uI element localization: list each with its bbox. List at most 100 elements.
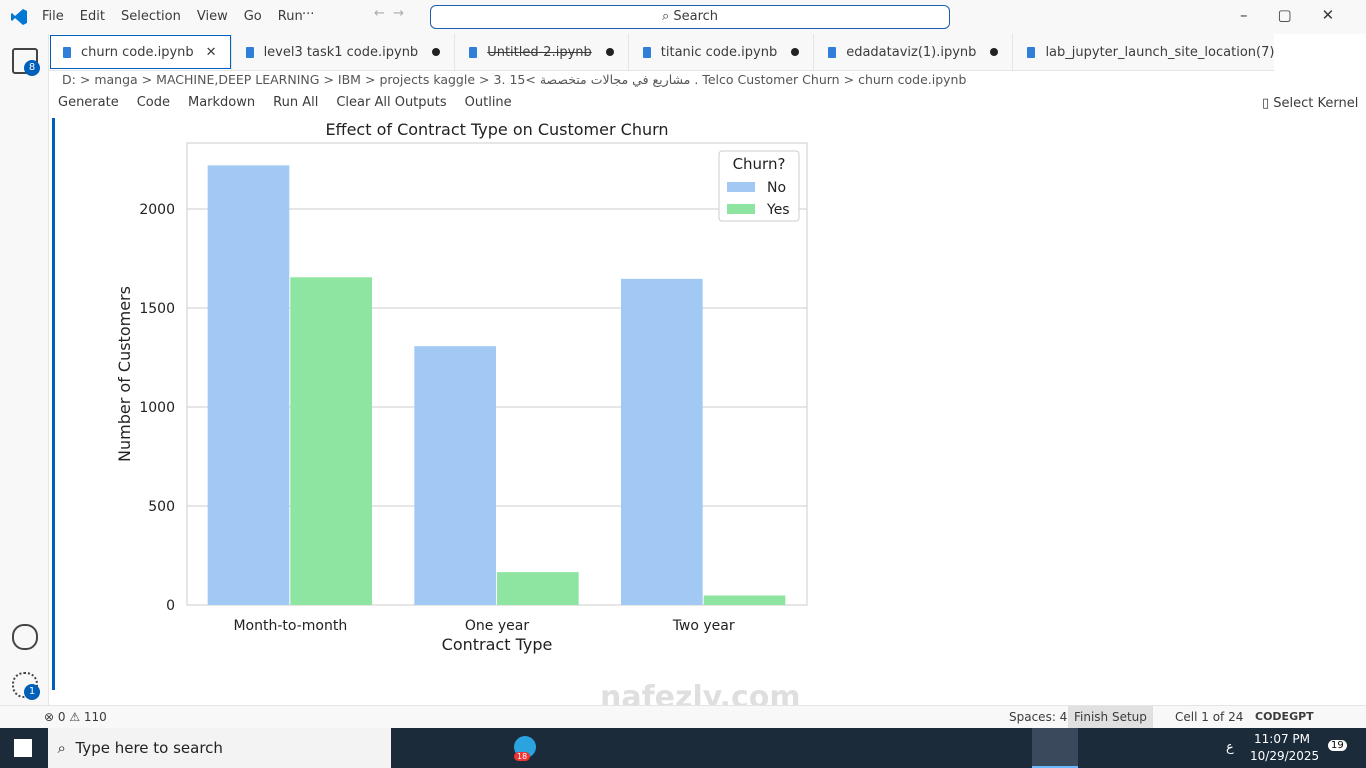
menu-bar: File Edit Selection View Go Run <box>42 9 319 24</box>
telegram-badge: 18 <box>514 752 531 761</box>
notebook-toolbar: Generate Code Markdown Run All Clear All Out… <box>58 95 530 115</box>
legend-label: No <box>767 180 786 196</box>
separator: > <box>525 72 536 87</box>
account-icon[interactable] <box>12 624 38 650</box>
cell-indicator <box>52 118 55 690</box>
tab[interactable]: titanic code.ipynb <box>629 34 815 70</box>
unsaved-dot <box>432 48 441 56</box>
codegpt[interactable]: CODEGPT <box>1255 710 1314 723</box>
chart: Effect of Contract Type on Customer Chur… <box>115 120 808 654</box>
tab-label: edadataviz(1).ipynb <box>846 44 977 60</box>
file-icon <box>642 46 651 58</box>
toolbar-button[interactable]: Markdown <box>188 95 256 110</box>
file-icon <box>245 46 254 58</box>
crumb-item[interactable]: D: <box>62 72 76 87</box>
badge: 1 <box>24 684 40 700</box>
search-placeholder: Type here to search <box>75 739 223 757</box>
separator: > <box>79 72 91 87</box>
unsaved-dot <box>990 48 999 56</box>
tab-label: level3 task1 code.ipynb <box>263 44 419 60</box>
tab-bar: churn code.ipynb ✕ level3 task1 code.ipynb… <box>49 34 1274 71</box>
warnings: 110 <box>83 710 107 724</box>
tab[interactable]: churn code.ipynb ✕ <box>49 34 232 70</box>
bar <box>621 278 703 605</box>
toolbar-button[interactable]: Code <box>136 95 170 110</box>
file-icon <box>1027 46 1036 58</box>
crumb-item[interactable]: IBM <box>337 72 361 87</box>
status-bar: ⊗ 0 ⚠ 110 Spaces: 4 Finish Setup Cell 1 … <box>0 705 1366 729</box>
crumb-item[interactable]: 3. مشاريع في مجالات متخصصة <box>493 72 691 87</box>
unsaved-dot <box>605 48 614 56</box>
more[interactable]: ··· <box>302 7 315 22</box>
menu-item[interactable]: View <box>196 9 228 24</box>
window-controls[interactable]: –▢✕ <box>1240 6 1365 24</box>
problems[interactable]: ⊗ 0 ⚠ 110 <box>44 710 107 724</box>
time[interactable]: 11:07 PM <box>1254 732 1310 746</box>
bar <box>290 277 372 605</box>
file-icon <box>63 46 71 58</box>
crumb-item[interactable]: projects kaggle <box>379 72 476 87</box>
nav-arrows[interactable]: ← → <box>374 6 405 21</box>
tab[interactable]: Untitled-2.ipynb <box>455 34 629 70</box>
bar <box>414 346 496 605</box>
search-box[interactable]: ⌕ Search <box>430 5 950 29</box>
chart-title: Effect of Contract Type on Customer Chur… <box>325 120 668 139</box>
language[interactable]: ع <box>1226 740 1234 755</box>
y-tick-label: 1500 <box>139 301 175 317</box>
tab[interactable]: level3 task1 code.ipynb <box>232 34 456 70</box>
file-icon <box>469 46 478 58</box>
breadcrumb: D: > manga > MACHINE,DEEP LEARNING > IBM > proje… <box>62 72 970 92</box>
separator: > <box>141 72 153 87</box>
tab-label: Untitled-2.ipynb <box>487 44 592 60</box>
legend-swatch <box>727 204 755 214</box>
toolbar-button[interactable]: Generate <box>58 95 119 110</box>
vscode-task[interactable] <box>1032 728 1078 768</box>
y-axis-label: Number of Customers <box>115 286 134 462</box>
menu-item[interactable]: File <box>42 9 64 24</box>
legend-box <box>718 150 800 222</box>
tab[interactable]: edadataviz(1).ipynb <box>814 34 1014 70</box>
spaces[interactable]: Spaces: 4 <box>1009 710 1068 724</box>
toolbar-button[interactable]: Outline <box>464 95 512 110</box>
cell-position[interactable]: Cell 1 of 24 <box>1175 710 1244 724</box>
file-icon <box>828 46 837 58</box>
toolbar-button[interactable]: Clear All Outputs <box>336 95 447 110</box>
finish-setup[interactable]: Finish Setup <box>1068 706 1153 729</box>
bar <box>207 165 290 605</box>
menu-item[interactable]: Run <box>277 9 303 24</box>
taskbar: ⌕ Type here to search 18 ع 11:07 PM 10/2… <box>0 728 1366 768</box>
y-tick-label: 1000 <box>139 400 175 416</box>
start-button[interactable] <box>14 739 32 757</box>
menu-item[interactable]: Selection <box>120 9 181 24</box>
y-tick-label: 500 <box>148 499 175 515</box>
bar <box>497 572 579 605</box>
taskbar-search[interactable]: ⌕ Type here to search <box>48 728 391 768</box>
x-axis-label: Contract Type <box>442 635 553 654</box>
date[interactable]: 10/29/2025 <box>1250 749 1320 763</box>
tab-label: lab_jupyter_launch_site_location(7).ipyn… <box>1045 44 1274 60</box>
menu-item[interactable]: Edit <box>79 9 105 24</box>
toolbar-button[interactable]: Run All <box>273 95 319 110</box>
separator: > <box>323 72 334 87</box>
errors: 0 <box>57 710 66 724</box>
crumb-item[interactable]: manga <box>94 72 138 87</box>
crumb-item[interactable]: MACHINE,DEEP LEARNING <box>156 72 320 87</box>
separator: > <box>843 72 855 87</box>
separator: > <box>479 72 490 87</box>
title-bar: File Edit Selection View Go Run ··· ← → ⌕ Sea… <box>0 0 1366 34</box>
search-label: Search <box>673 9 719 24</box>
tab[interactable]: lab_jupyter_launch_site_location(7).ipyn… <box>1013 34 1274 70</box>
kernel-button[interactable]: ▯ Select Kernel <box>1262 96 1359 111</box>
crumb-item[interactable]: 15. Telco Customer Churn <box>509 72 840 87</box>
crumb-item[interactable]: churn code.ipynb <box>858 72 967 87</box>
y-tick-label: 2000 <box>139 202 175 218</box>
tab-label: churn code.ipynb <box>81 44 194 60</box>
menu-item[interactable]: Go <box>243 9 262 24</box>
y-tick-label: 0 <box>166 598 175 614</box>
kernel-label: Select Kernel <box>1273 96 1359 111</box>
legend-title: Churn? <box>733 155 786 173</box>
activity-bar: 8 1 <box>0 34 49 705</box>
x-tick-label: Two year <box>672 618 735 634</box>
notifications[interactable]: 19 <box>1328 740 1347 751</box>
